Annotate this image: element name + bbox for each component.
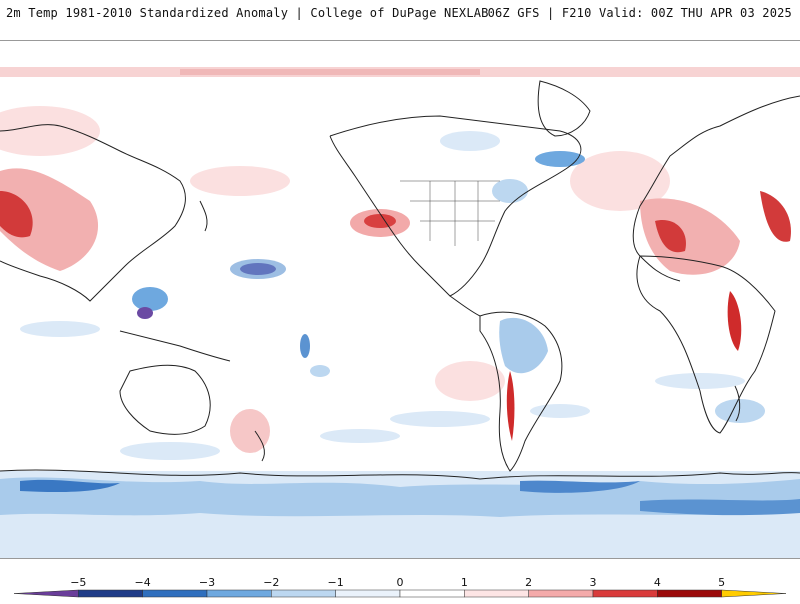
colorbar-segment <box>206 589 272 598</box>
colorbar-tick-label: −2 <box>263 576 280 589</box>
colorbar-tick-label: −3 <box>198 576 216 589</box>
colorbar-segment <box>13 589 79 598</box>
coastlines <box>0 80 800 480</box>
model-run-info: 06Z GFS | F210 Valid: 00Z THU APR 03 202… <box>487 6 792 20</box>
colorbar-segment <box>399 589 465 598</box>
colorbar-segment <box>142 589 208 598</box>
header: 2m Temp 1981-2010 Standardized Anomaly |… <box>0 0 800 40</box>
colorbar-segment <box>721 589 787 598</box>
colorbar-tick-label: 2 <box>525 576 533 589</box>
arctic-warm-core <box>180 69 480 75</box>
world-map <box>0 67 800 558</box>
colorbar-tick-label: 4 <box>653 576 661 589</box>
colorbar-tick-label: 5 <box>718 576 726 589</box>
colorbar-segment <box>592 589 658 598</box>
colorbar-segment <box>78 589 143 598</box>
colorbar-tick-label: −1 <box>327 576 344 589</box>
colorbar-tick-label: −5 <box>70 576 87 589</box>
north-atlantic-cool <box>535 151 585 167</box>
colorbar-graphic <box>13 589 787 598</box>
colorbar <box>0 560 800 600</box>
colorbar-segment <box>657 589 722 598</box>
state-borders <box>400 180 500 246</box>
antarctic-cold-core-3 <box>640 499 800 516</box>
colorbar-segment <box>335 589 401 598</box>
antarctic-cold-core-1 <box>20 479 120 493</box>
colorbar-tick-label: 0 <box>396 576 404 589</box>
colorbar-segment <box>528 589 594 598</box>
anomaly-map <box>0 40 800 559</box>
colorbar-tick-label: −4 <box>134 576 151 589</box>
africa-warm-anomaly <box>640 198 740 275</box>
andes-warm <box>506 371 515 441</box>
colorbar-tick-label: 3 <box>589 576 597 589</box>
colorbar-segment <box>271 589 336 598</box>
antarctic-cold-core-2 <box>520 480 640 493</box>
south-america-cool <box>499 317 548 374</box>
asia-warm-anomaly <box>0 168 99 271</box>
colorbar-tick-label: 1 <box>460 576 468 589</box>
colorbar-segment <box>464 589 529 598</box>
map-title: 2m Temp 1981-2010 Standardized Anomaly |… <box>6 6 489 20</box>
